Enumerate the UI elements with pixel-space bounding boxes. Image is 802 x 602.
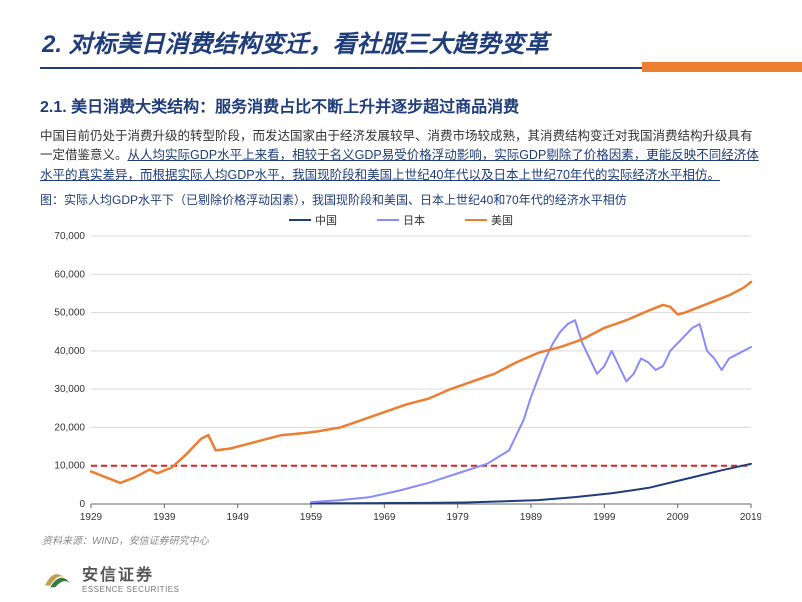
chart-caption: 图：实际人均GDP水平下（已剔除价格浮动因素），我国现阶段和美国、日本上世纪40… xyxy=(40,191,762,208)
chart-legend: 中国 日本 美国 xyxy=(40,212,762,228)
orange-accent-bar xyxy=(642,62,802,72)
legend-item-china: 中国 xyxy=(289,212,337,228)
chart-svg: 0 10,000 20,000 30,000 40,000 50,000 60,000 70,… xyxy=(41,230,761,530)
footer-logo: 安信证券 ESSENCE SECURITIES xyxy=(40,560,179,594)
svg-text:60,000: 60,000 xyxy=(54,269,85,280)
legend-swatch-usa xyxy=(465,219,487,221)
logo-icon xyxy=(40,560,74,594)
body-underlined: 从人均实际GDP水平上来看，相较于名义GDP易受价格浮动影响，实际GDP剔除了价… xyxy=(40,148,759,181)
slide-page: 2. 对标美日消费结构变迁，看社服三大趋势变革 2.1. 美日消费大类结构：服务… xyxy=(0,0,802,602)
svg-text:2009: 2009 xyxy=(667,512,690,523)
svg-text:70,000: 70,000 xyxy=(54,231,85,242)
svg-text:1939: 1939 xyxy=(153,512,176,523)
svg-text:2019: 2019 xyxy=(740,512,761,523)
legend-label-japan: 日本 xyxy=(403,212,425,228)
main-title: 2. 对标美日消费结构变迁，看社服三大趋势变革 xyxy=(40,24,762,59)
svg-text:10,000: 10,000 xyxy=(54,461,85,472)
legend-label-usa: 美国 xyxy=(491,212,513,228)
legend-swatch-japan xyxy=(377,219,399,221)
svg-text:0: 0 xyxy=(79,499,85,510)
svg-text:30,000: 30,000 xyxy=(54,384,85,395)
svg-text:1949: 1949 xyxy=(227,512,250,523)
legend-item-japan: 日本 xyxy=(377,212,425,228)
svg-text:1929: 1929 xyxy=(80,512,103,523)
section-subtitle: 2.1. 美日消费大类结构：服务消费占比不断上升并逐步超过商品消费 xyxy=(40,93,762,117)
svg-text:50,000: 50,000 xyxy=(54,308,85,319)
legend-label-china: 中国 xyxy=(315,212,337,228)
svg-text:1989: 1989 xyxy=(520,512,543,523)
gdp-line-chart: 0 10,000 20,000 30,000 40,000 50,000 60,000 70,… xyxy=(41,230,761,530)
svg-text:20,000: 20,000 xyxy=(54,423,85,434)
logo-cn: 安信证券 xyxy=(82,561,179,585)
svg-text:1959: 1959 xyxy=(300,512,323,523)
source-note: 资料来源：WIND，安信证券研究中心 xyxy=(42,532,762,547)
legend-swatch-china xyxy=(289,219,311,221)
svg-text:40,000: 40,000 xyxy=(54,346,85,357)
svg-text:1999: 1999 xyxy=(593,512,616,523)
svg-text:1969: 1969 xyxy=(373,512,396,523)
logo-en: ESSENCE SECURITIES xyxy=(82,585,179,594)
legend-item-usa: 美国 xyxy=(465,212,513,228)
svg-text:1979: 1979 xyxy=(447,512,470,523)
logo-text: 安信证券 ESSENCE SECURITIES xyxy=(82,561,179,594)
body-paragraph: 中国目前仍处于消费升级的转型阶段，而发达国家由于经济发展较早、消费市场较成熟，其… xyxy=(40,127,762,185)
